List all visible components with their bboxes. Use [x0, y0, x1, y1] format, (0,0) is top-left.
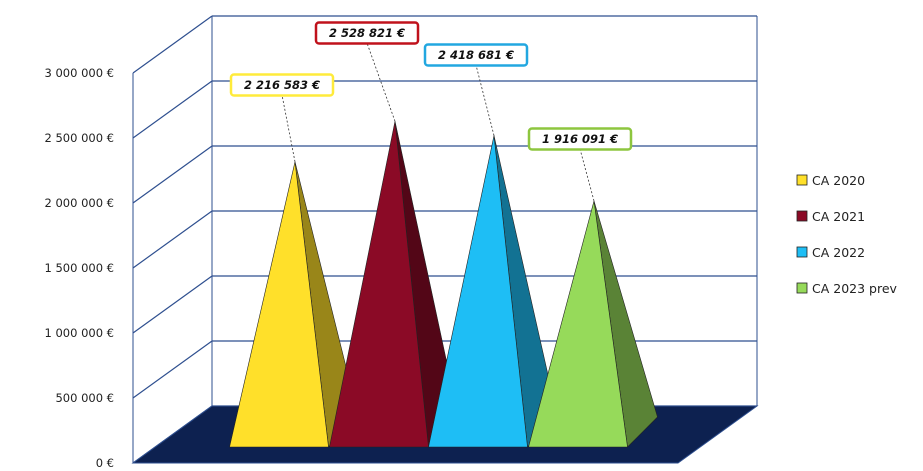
data-label-box: [527, 127, 633, 151]
gridline-side: [132, 80, 213, 139]
legend-entry: CA 2021: [812, 209, 865, 224]
gridline-side: [132, 15, 213, 74]
legend-swatch: [796, 246, 808, 258]
pyramids: [229, 121, 658, 448]
legend-entry: CA 2023 prev: [812, 281, 898, 296]
y-tick-label: 1 500 000 €: [45, 261, 115, 275]
y-axis-ticks: 0 € 500 000 € 1 000 000 € 1 500 000 € 2 000 …: [45, 66, 115, 470]
data-label-box: [423, 43, 529, 67]
data-label-box: [229, 73, 335, 97]
data-label: 2 418 681 €: [438, 48, 514, 62]
legend: CA 2020 CA 2021 CA 2022 CA 2023 prev: [796, 173, 898, 296]
data-label: 1 916 091 €: [542, 132, 618, 146]
legend-swatch: [796, 210, 808, 222]
data-labels: 2 216 583 € 2 528 821 € 2 418 681 € 1 916 0…: [229, 21, 633, 151]
legend-entry: CA 2022: [812, 245, 865, 260]
y-tick-label: 1 000 000 €: [45, 326, 115, 340]
legend-entry: CA 2020: [812, 173, 865, 188]
leader-line: [579, 148, 595, 202]
leader-line: [281, 94, 296, 162]
legend-swatch: [796, 174, 808, 186]
y-tick-label: 2 500 000 €: [45, 131, 115, 145]
pyramid-front-face: [229, 161, 329, 448]
data-label: 2 528 821 €: [329, 26, 405, 40]
pyramid-front-face: [428, 135, 528, 448]
y-tick-label: 3 000 000 €: [45, 66, 115, 80]
data-label: 2 216 583 €: [244, 78, 320, 92]
gridline-side: [132, 340, 213, 399]
leader-line: [366, 42, 396, 122]
legend-swatch: [796, 282, 808, 294]
label-leader-lines: [281, 42, 595, 202]
gridline-side: [132, 275, 213, 334]
pyramid-front-face: [329, 121, 429, 448]
gridline-side: [132, 145, 213, 204]
y-tick-label: 0 €: [96, 456, 114, 470]
data-label-box: [314, 21, 420, 45]
y-tick-label: 500 000 €: [55, 391, 114, 405]
y-tick-label: 2 000 000 €: [45, 196, 115, 210]
gridline-side: [132, 210, 213, 269]
pyramid-front-face: [528, 200, 628, 448]
leader-line: [475, 64, 495, 136]
